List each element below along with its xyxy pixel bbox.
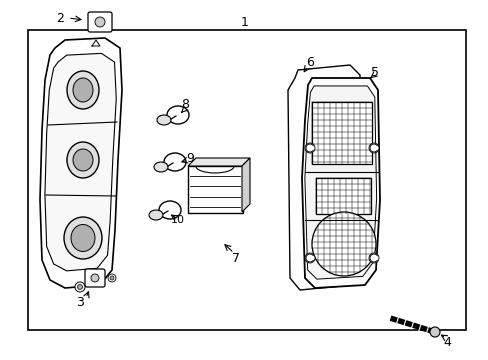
- Text: 9: 9: [185, 152, 194, 165]
- Bar: [311, 102, 371, 164]
- Circle shape: [108, 274, 116, 282]
- Text: 7: 7: [231, 252, 240, 265]
- Polygon shape: [287, 65, 361, 290]
- Text: 4: 4: [442, 336, 450, 348]
- Ellipse shape: [149, 210, 163, 220]
- Text: 8: 8: [181, 99, 189, 112]
- Ellipse shape: [163, 153, 185, 171]
- Text: 2: 2: [56, 12, 64, 24]
- Text: 6: 6: [305, 55, 313, 68]
- Ellipse shape: [157, 115, 171, 125]
- Circle shape: [110, 276, 114, 280]
- Bar: [315, 178, 370, 214]
- Ellipse shape: [73, 78, 93, 102]
- Polygon shape: [242, 158, 249, 212]
- Circle shape: [305, 143, 314, 153]
- Bar: [187, 166, 243, 213]
- Text: 5: 5: [370, 66, 378, 78]
- Text: 10: 10: [171, 215, 184, 225]
- Bar: [28, 30, 465, 330]
- Circle shape: [77, 284, 82, 289]
- Text: 3: 3: [76, 297, 84, 310]
- Polygon shape: [304, 86, 376, 279]
- Circle shape: [368, 143, 378, 153]
- Circle shape: [95, 17, 105, 27]
- Circle shape: [429, 327, 439, 337]
- Circle shape: [75, 282, 85, 292]
- Ellipse shape: [159, 201, 181, 219]
- Ellipse shape: [67, 71, 99, 109]
- FancyBboxPatch shape: [85, 269, 105, 287]
- Ellipse shape: [154, 162, 168, 172]
- Polygon shape: [187, 158, 249, 166]
- Polygon shape: [40, 38, 122, 288]
- Text: 1: 1: [241, 15, 248, 28]
- Circle shape: [311, 212, 375, 276]
- Circle shape: [305, 253, 314, 263]
- Ellipse shape: [73, 149, 93, 171]
- Polygon shape: [302, 78, 379, 288]
- Circle shape: [91, 274, 99, 282]
- FancyBboxPatch shape: [88, 12, 112, 32]
- Ellipse shape: [67, 142, 99, 178]
- Ellipse shape: [71, 225, 95, 252]
- Ellipse shape: [167, 106, 189, 124]
- Polygon shape: [45, 53, 116, 271]
- Circle shape: [368, 253, 378, 263]
- Ellipse shape: [64, 217, 102, 259]
